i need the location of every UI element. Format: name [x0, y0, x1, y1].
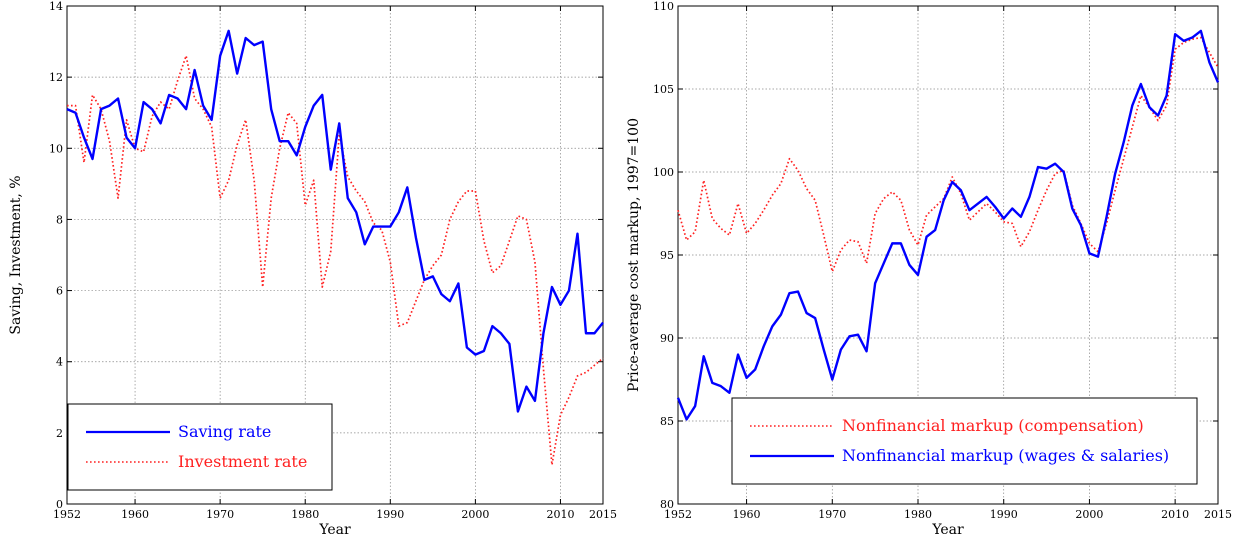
y-tick-label: 100: [653, 166, 674, 179]
markup-chart: 1952 1960 1970 1980 1990 2000 2010 2015 80 85 90 95…: [626, 0, 1232, 538]
series-line-nonfinancial-markup-wages-salaries-: [676, 29, 1220, 421]
x-tick-label: 1980: [904, 508, 932, 521]
x-tick-label: 2015: [1204, 508, 1232, 521]
legend-box: [731, 397, 1198, 485]
x-tick-label: 2010: [546, 508, 574, 521]
x-tick-label: 1960: [121, 508, 149, 521]
y-tick-label: 0: [56, 498, 63, 511]
y-tick-label: 14: [49, 0, 63, 13]
y-tick-label: 4: [56, 356, 63, 369]
y-tick-label: 12: [49, 71, 63, 84]
series-line-saving-rate: [66, 29, 604, 413]
x-axis-label: Year: [318, 522, 351, 538]
y-tick-label: 110: [653, 0, 674, 13]
x-tick-label: 2010: [1161, 508, 1189, 521]
y-axis-label: Saving, Investment, %: [8, 175, 24, 334]
x-tick-label: 2015: [589, 508, 617, 521]
legend-entry: Nonfinancial markup (wages & salaries): [842, 446, 1169, 465]
y-tick-label: 85: [660, 415, 674, 428]
x-tick-label: 2000: [1075, 508, 1103, 521]
y-tick-label: 10: [49, 142, 63, 155]
saving-investment-chart: 1952 1960 1970 1980 1990 2000 2010 2015 0 2 4 6 8 10 1…: [8, 0, 617, 538]
y-tick-label: 90: [660, 332, 674, 345]
x-tick-label: 1970: [818, 508, 846, 521]
y-tick-label: 105: [653, 83, 674, 96]
x-tick-label: 1970: [206, 508, 234, 521]
plot-frame: [66, 5, 604, 505]
y-tick-label: 95: [660, 249, 674, 262]
legend-entry: Nonfinancial markup (compensation): [842, 416, 1144, 435]
x-tick-label: 1990: [990, 508, 1018, 521]
x-axis-label: Year: [931, 522, 964, 538]
y-tick-label: 8: [56, 213, 63, 226]
x-tick-label: 2000: [461, 508, 489, 521]
y-tick-label: 80: [660, 498, 674, 511]
y-tick-label: 6: [56, 285, 63, 298]
x-tick-label: 1952: [53, 508, 81, 521]
legend-entry: Investment rate: [178, 452, 307, 471]
y-tick-label: 2: [56, 427, 63, 440]
x-tick-label: 1990: [376, 508, 404, 521]
legend-entry: Saving rate: [178, 422, 271, 441]
x-tick-label: 1980: [291, 508, 319, 521]
x-tick-label: 1960: [733, 508, 761, 521]
legend-box: [67, 403, 333, 491]
x-tick-label: 1952: [664, 508, 692, 521]
series-line-nonfinancial-markup-compensation-: [677, 36, 1219, 273]
y-axis-label: Price-average cost markup, 1997=100: [626, 118, 642, 392]
